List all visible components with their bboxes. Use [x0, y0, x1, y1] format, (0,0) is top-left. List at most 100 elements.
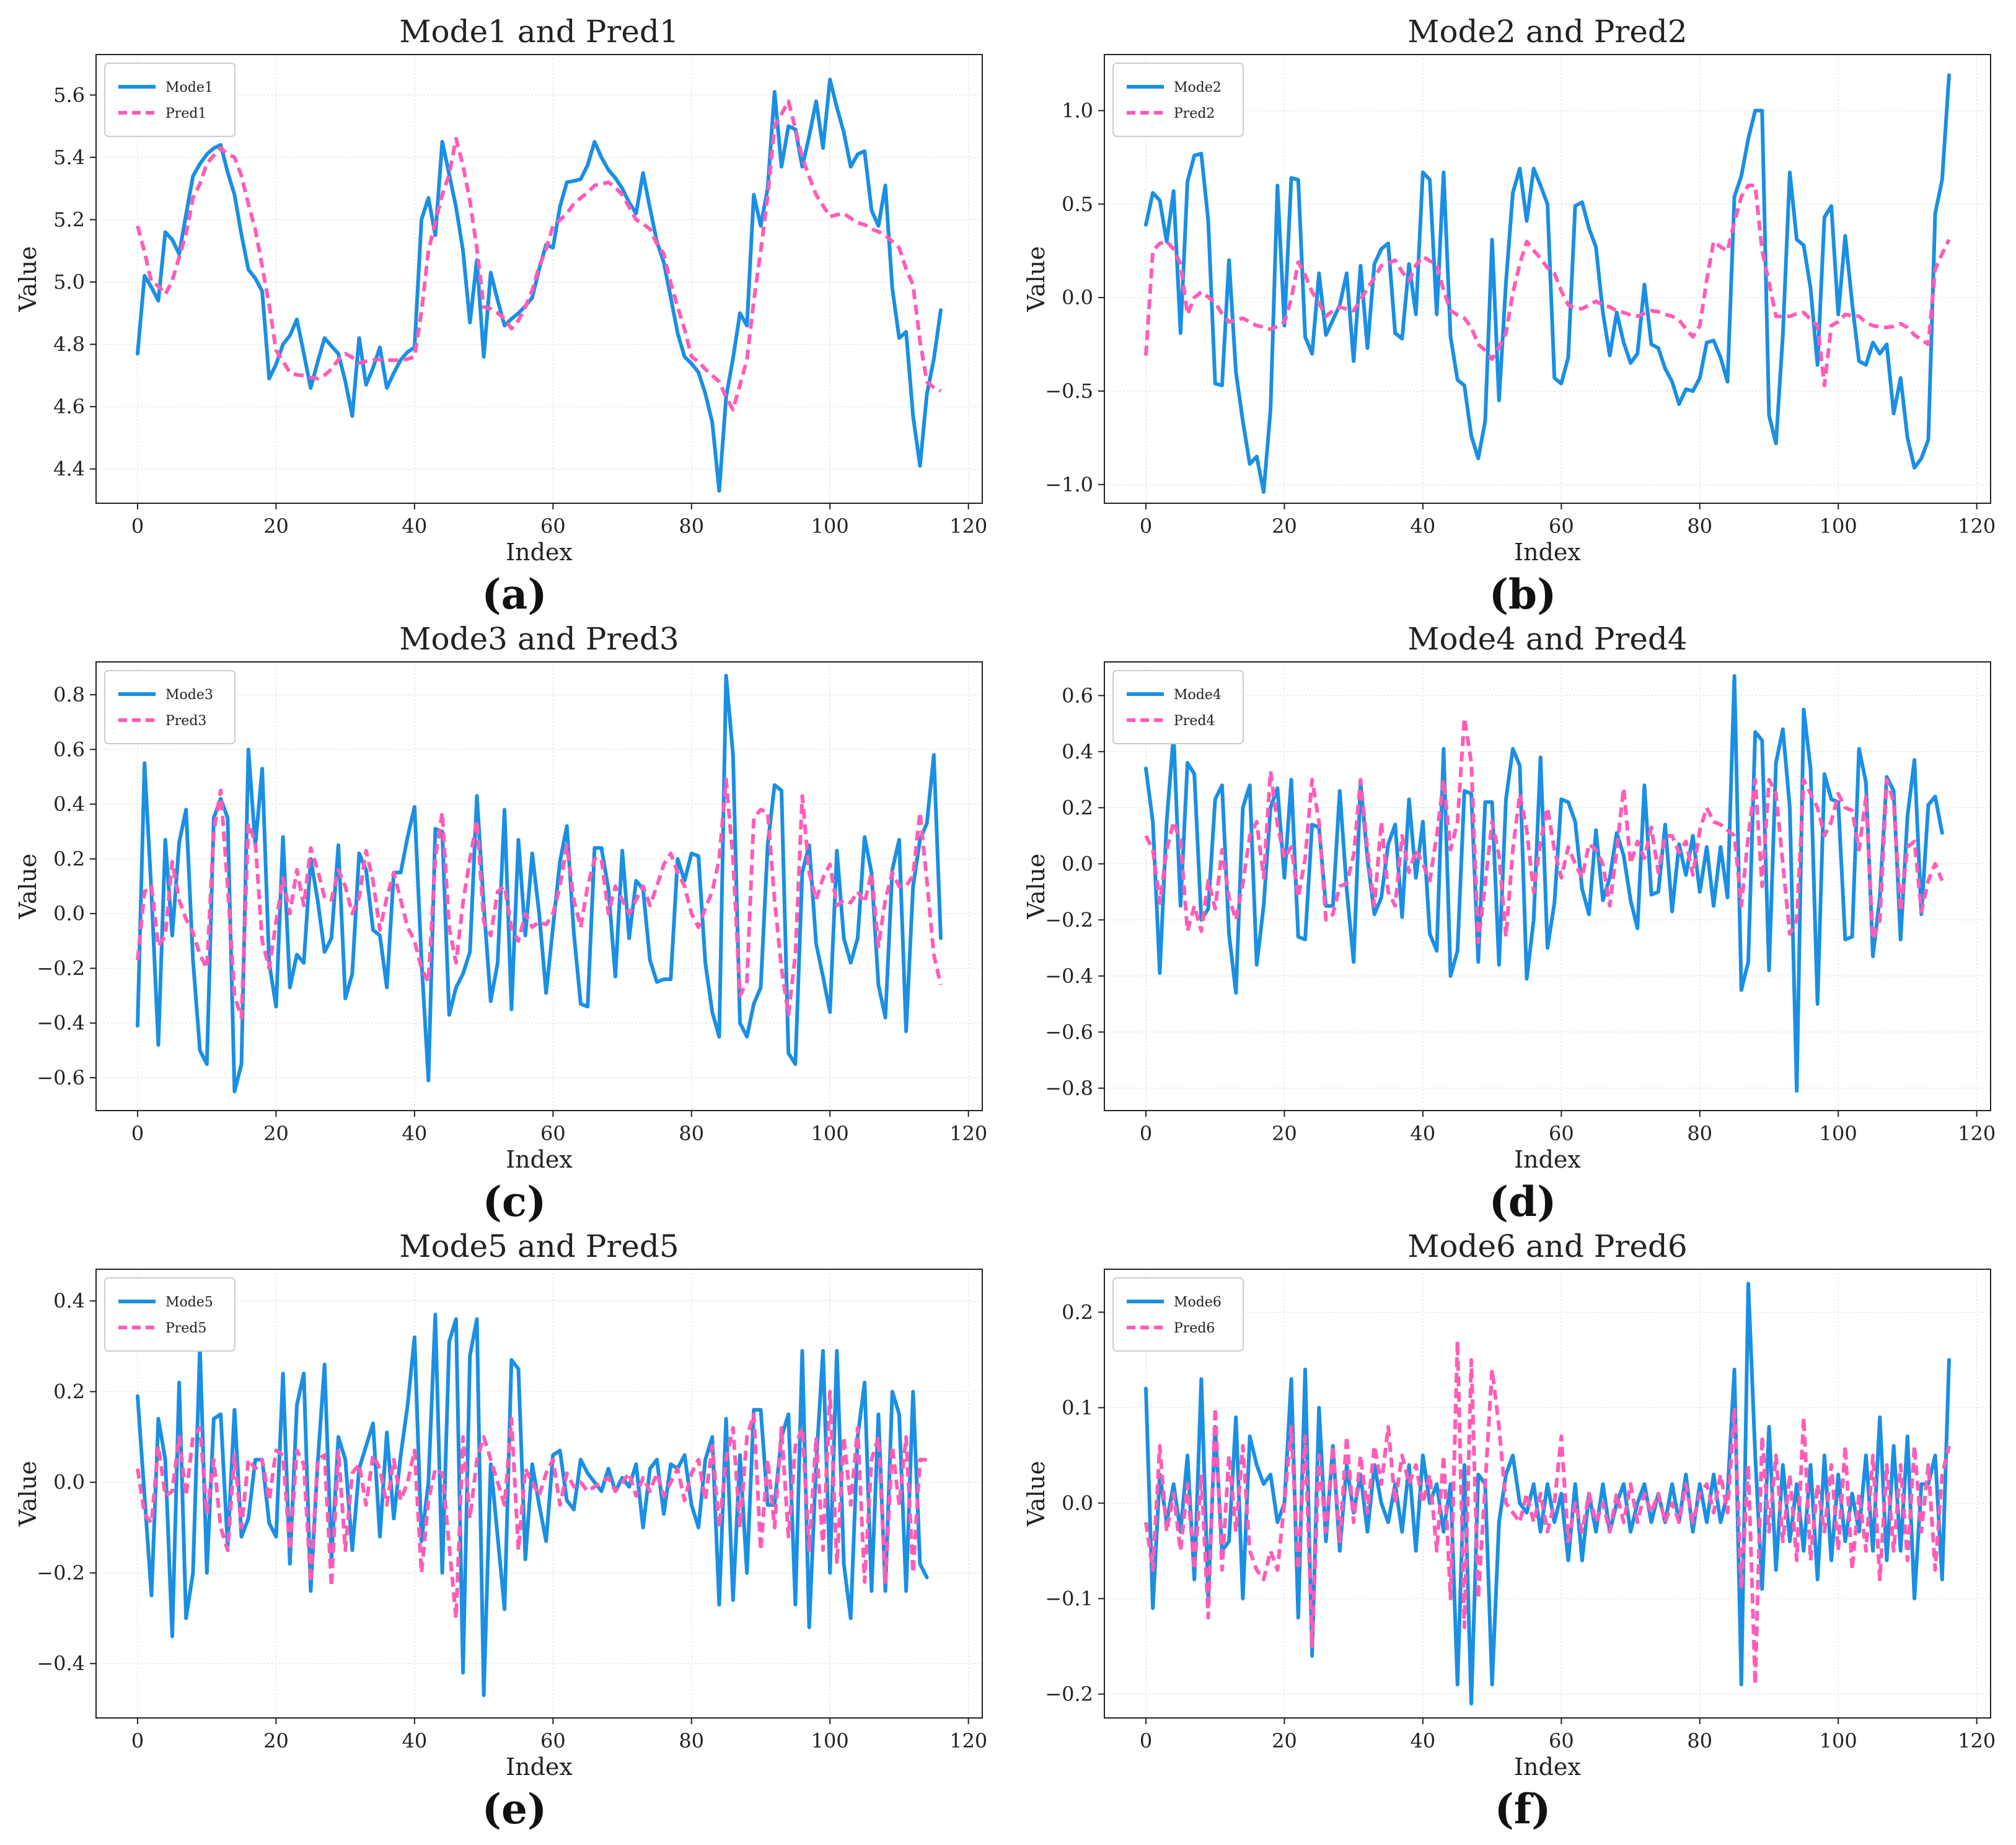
series-line-pred3 [136, 777, 943, 1019]
x-tick-label: 100 [811, 1122, 849, 1145]
grid [96, 55, 982, 503]
x-tick-label: 20 [1272, 514, 1297, 538]
y-tick-label: 0.1 [1062, 1396, 1093, 1419]
legend-box [104, 63, 235, 137]
series-line-mode4 [1144, 674, 1944, 1093]
y-tick-label: 5.0 [53, 270, 85, 294]
plot-area [1104, 661, 1991, 1111]
y-tick-label: 0.2 [1062, 796, 1093, 819]
y-tick-label: 0.0 [53, 902, 85, 925]
y-tick-label: −0.2 [1045, 1682, 1093, 1706]
series-line-pred5 [136, 1389, 927, 1621]
x-tick-label: 60 [540, 514, 566, 538]
y-tick-label: 0.0 [1062, 852, 1093, 876]
x-tick-label: 120 [949, 514, 987, 538]
chart-title: Mode3 and Pred3 [399, 621, 679, 657]
y-tick-label: −0.4 [1045, 964, 1093, 988]
series-line-pred1 [136, 99, 942, 412]
x-tick-label: 80 [1687, 514, 1712, 538]
chart-title: Mode6 and Pred6 [1407, 1228, 1687, 1264]
x-tick-label: 20 [1272, 1729, 1297, 1753]
series-line-pred6 [1144, 1339, 1951, 1687]
plot-area [1104, 1269, 1991, 1719]
legend: Mode2 Pred2 [1112, 63, 1244, 137]
y-tick-label: 1.0 [1062, 99, 1093, 123]
y-tick-label: −0.6 [37, 1066, 85, 1090]
panel-tag: (f) [1495, 1785, 1551, 1830]
x-tick-label: 0 [1140, 1122, 1152, 1145]
y-tick-label: 0.2 [53, 847, 85, 871]
legend-label-mode1: Mode1 [165, 80, 213, 95]
legend: Mode6 Pred6 [1112, 1277, 1244, 1352]
grid [96, 662, 982, 1111]
y-tick-label: 0.4 [1062, 740, 1093, 764]
legend: Mode1 Pred1 [104, 63, 235, 137]
y-tick-label: 0.4 [53, 1289, 85, 1313]
y-tick-label: 0.0 [1062, 1491, 1093, 1515]
x-axis-label: Index [506, 1753, 573, 1781]
y-tick-label: −0.1 [1045, 1587, 1093, 1610]
series-line-mode5 [136, 1313, 929, 1697]
y-tick-label: 0.6 [53, 738, 85, 761]
plot-area [95, 661, 983, 1111]
x-tick-label: 80 [679, 514, 704, 538]
legend-label-pred4: Pred4 [1174, 713, 1215, 729]
panel-tag: (d) [1489, 1178, 1557, 1222]
y-tick-label: −0.2 [37, 956, 85, 980]
chart-svg: 0 20 40 60 80 100 120 −0.2 −0.1 0.0 0.1 0.2 Mode6 an… [1023, 1228, 1996, 1830]
x-axis-label: Index [1514, 1753, 1581, 1781]
legend-box [104, 670, 235, 744]
x-axis-label: Index [506, 1146, 573, 1173]
x-tick-label: 100 [1820, 514, 1857, 538]
chart-title: Mode1 and Pred1 [399, 14, 679, 50]
chart-svg: 0 20 40 60 80 100 120 −0.8 −0.6 −0.4 −0.2 0.0 0.2 0.4… [1023, 621, 1996, 1222]
plot-area [95, 54, 983, 504]
chart-panel-6: 0 20 40 60 80 100 120 −0.2 −0.1 0.0 0.1 0.2 Mode6 an… [1008, 1215, 2016, 1830]
x-tick-label: 20 [1272, 1122, 1297, 1145]
y-tick-label: 0.8 [53, 683, 85, 707]
chart-panel-4: 0 20 40 60 80 100 120 −0.8 −0.6 −0.4 −0.2 0.0 0.2 0.4… [1008, 607, 2016, 1222]
y-tick-label: −0.2 [1045, 908, 1093, 931]
x-tick-label: 100 [1820, 1122, 1857, 1145]
x-tick-label: 100 [1820, 1729, 1857, 1753]
series-line-mode1 [136, 77, 943, 493]
x-tick-label: 60 [1549, 514, 1574, 538]
legend-label-mode5: Mode5 [165, 1295, 213, 1310]
x-tick-label: 20 [263, 514, 289, 538]
x-tick-label: 100 [811, 1729, 849, 1753]
x-tick-label: 0 [131, 514, 144, 538]
y-tick-label: 0.6 [1062, 684, 1093, 707]
x-tick-label: 80 [679, 1729, 704, 1753]
chart-svg: 0 20 40 60 80 100 120 −1.0 −0.5 0.0 0.5 1.0 Mode2 an… [1023, 14, 1996, 615]
chart-panel-2: 0 20 40 60 80 100 120 −1.0 −0.5 0.0 0.5 1.0 Mode2 an… [1008, 0, 2016, 615]
x-tick-label: 120 [1958, 1122, 1996, 1145]
legend-label-pred2: Pred2 [1174, 106, 1215, 121]
legend: Mode3 Pred3 [104, 670, 235, 744]
series-line-mode2 [1144, 73, 1951, 494]
y-tick-label: −0.2 [37, 1561, 85, 1585]
x-tick-label: 60 [1549, 1122, 1574, 1145]
chart-svg: 0 20 40 60 80 100 120 4.4 4.6 4.8 5.0 5.2 5.4 5.6 Mode… [14, 14, 987, 615]
y-tick-label: 4.6 [53, 395, 85, 418]
chart-svg: 0 20 40 60 80 100 120 −0.4 −0.2 0.0 0.2 0.4 Mode5 an… [14, 1228, 987, 1830]
chart-title: Mode2 and Pred2 [1407, 14, 1687, 50]
legend: Mode5 Pred5 [104, 1277, 235, 1352]
plot-area [1104, 54, 1991, 504]
y-tick-label: −0.4 [37, 1011, 85, 1035]
legend-label-mode2: Mode2 [1174, 80, 1221, 95]
grid [96, 1269, 982, 1718]
x-tick-label: 0 [131, 1122, 144, 1145]
y-tick-label: 0.0 [53, 1471, 85, 1494]
legend-box [104, 1277, 235, 1352]
legend-box [1112, 63, 1244, 137]
chart-panel-1: 0 20 40 60 80 100 120 4.4 4.6 4.8 5.0 5.2 5.4 5.6 Mode… [0, 0, 1008, 615]
x-tick-label: 80 [1687, 1122, 1712, 1145]
x-tick-label: 120 [949, 1729, 987, 1753]
y-tick-label: −0.6 [1045, 1020, 1093, 1044]
panel-tag: (c) [483, 1178, 547, 1222]
x-tick-label: 80 [1687, 1729, 1712, 1753]
y-tick-label: 4.4 [53, 457, 85, 481]
y-tick-label: 4.8 [53, 333, 85, 356]
y-tick-label: −0.8 [1045, 1077, 1093, 1100]
y-tick-label: 5.4 [53, 146, 85, 169]
